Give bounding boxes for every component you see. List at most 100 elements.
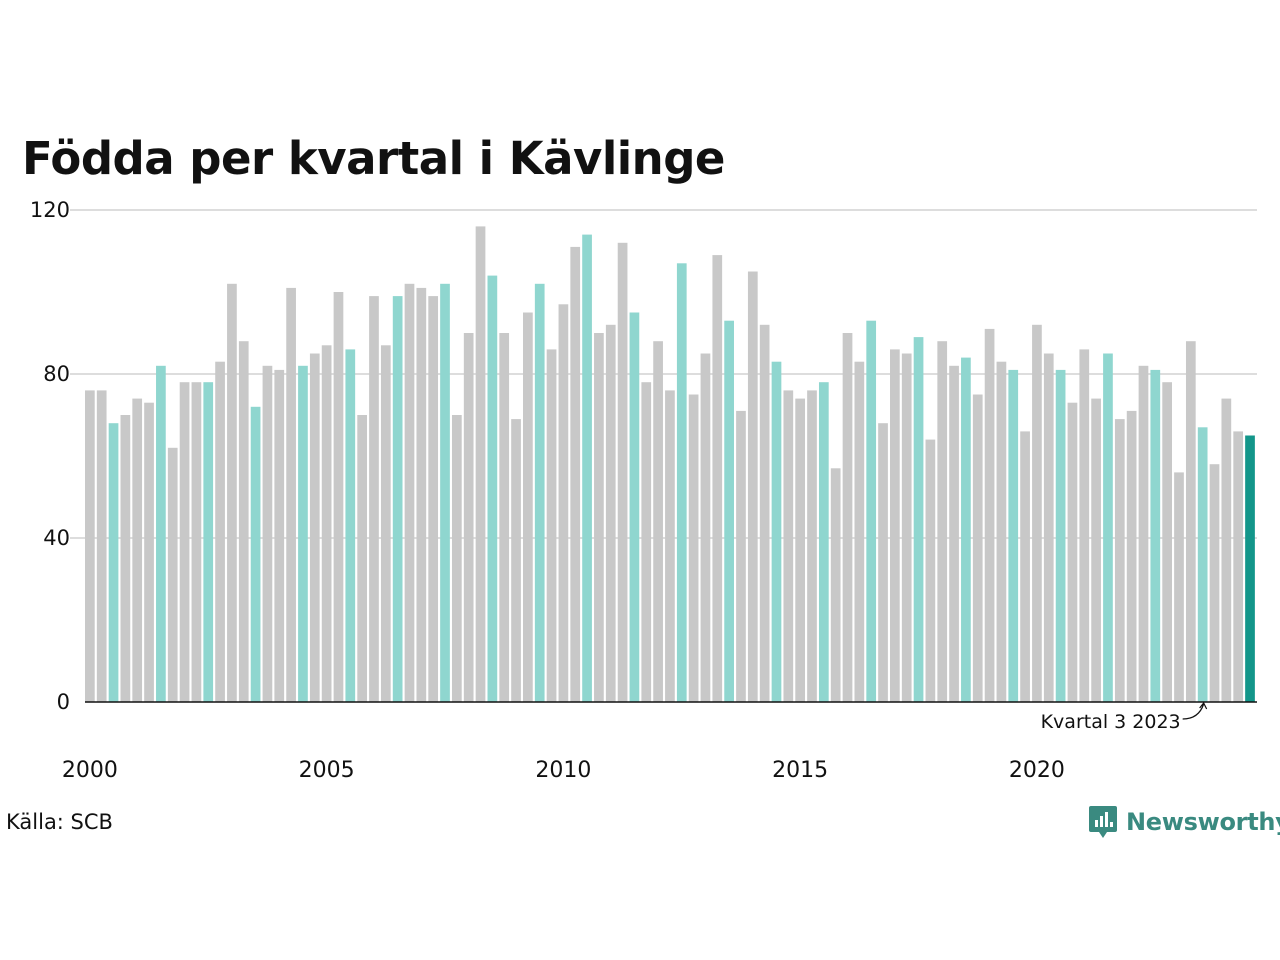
bar-2023-q4: [1209, 464, 1220, 702]
bar-2013-q3: [724, 320, 734, 702]
bar-2002-q2: [191, 382, 202, 702]
bar-2002-q3: [203, 382, 214, 702]
bar-2005-q1: [321, 345, 332, 702]
bar-2005-q4: [357, 415, 367, 702]
bar-2003-q2: [238, 341, 249, 702]
brand-logo: Newsworthy: [1088, 804, 1280, 840]
bar-2017-q4: [925, 439, 936, 702]
bar-2008-q4: [499, 333, 510, 702]
bar-2021-q2: [1091, 398, 1101, 702]
annotation-label: Kvartal 3 2023: [1041, 711, 1181, 733]
bar-2001-q3: [156, 365, 166, 702]
bar-2002-q4: [215, 361, 225, 702]
bar-2019-q2: [996, 361, 1007, 702]
bar-2007-q3: [440, 283, 450, 702]
bar-2003-q3: [250, 406, 261, 702]
bar-2022-q3: [1150, 369, 1161, 702]
bar-2010-q2: [570, 246, 581, 702]
bar-2011-q1: [605, 324, 616, 702]
bar-2023-q1: [1174, 472, 1184, 702]
bar-2002-q1: [179, 382, 190, 702]
bar-2024-q1: [1221, 398, 1232, 702]
bar-chart: 0 40 80 120 2000 2005 2010 2015 2020 Kvartal 3 …: [30, 198, 1257, 783]
bar-2011-q2: [617, 242, 628, 703]
bar-2004-q4: [309, 353, 320, 702]
bar-2000-q3: [108, 423, 119, 702]
bar-2011-q4: [641, 382, 652, 702]
brand-name: Newsworthy: [1126, 808, 1280, 836]
bar-2023-q2: [1185, 341, 1196, 702]
bar-2021-q3: [1103, 353, 1113, 702]
bar-2022-q1: [1126, 410, 1137, 702]
bar-2019-q3: [1008, 369, 1019, 702]
bar-2006-q4: [404, 283, 415, 702]
bar-2018-q2: [949, 365, 959, 702]
bar-2006-q3: [392, 296, 403, 702]
bar-2001-q1: [132, 398, 143, 702]
bar-2008-q2: [475, 226, 486, 702]
bar-2003-q1: [227, 283, 237, 702]
bar-2009-q1: [511, 419, 521, 702]
bar-2014-q4: [783, 390, 794, 702]
bar-2005-q3: [345, 349, 356, 702]
bar-2001-q4: [167, 447, 178, 702]
bar-2024-q3: [1245, 435, 1255, 702]
bar-2008-q1: [463, 333, 474, 702]
annotation-arrow: [1182, 701, 1208, 720]
bars: [85, 226, 1255, 703]
x-tick-label: 2020: [1009, 758, 1065, 783]
x-tick-label: 2015: [772, 758, 828, 783]
bar-2000-q2: [96, 390, 107, 702]
bar-2023-q3: [1197, 427, 1208, 702]
annotation-group: Kvartal 3 2023: [1041, 701, 1208, 733]
bar-2004-q1: [274, 369, 285, 702]
bar-2012-q2: [665, 390, 675, 702]
bar-2011-q3: [629, 312, 640, 702]
bar-2013-q2: [712, 255, 723, 702]
bar-2013-q4: [736, 410, 746, 702]
bar-2000-q4: [120, 415, 131, 702]
y-tick-label: 120: [30, 198, 70, 222]
bar-2010-q1: [558, 304, 569, 702]
bar-2007-q2: [428, 296, 439, 702]
bar-2017-q1: [890, 349, 900, 702]
bar-2004-q3: [298, 365, 308, 702]
bar-2015-q3: [818, 382, 829, 702]
bar-2012-q3: [676, 263, 687, 702]
bar-2019-q1: [984, 328, 995, 702]
bar-2020-q3: [1055, 369, 1066, 702]
bar-2005-q2: [333, 292, 344, 702]
bar-2007-q4: [451, 415, 462, 702]
bar-2017-q2: [901, 353, 912, 702]
bar-2015-q1: [795, 398, 806, 702]
bar-2016-q1: [842, 333, 853, 702]
bar-2014-q2: [759, 324, 770, 702]
bar-2022-q2: [1138, 365, 1149, 702]
y-axis-ticks: 0 40 80 120: [30, 198, 70, 714]
bar-2020-q2: [1043, 353, 1054, 702]
bar-2006-q2: [380, 345, 391, 702]
y-tick-label: 80: [43, 362, 70, 386]
source-note: Källa: SCB: [6, 810, 113, 834]
bar-2014-q3: [771, 361, 782, 702]
bar-2018-q4: [972, 394, 983, 702]
bar-2017-q3: [913, 337, 924, 702]
x-tick-label: 2010: [535, 758, 591, 783]
bar-2010-q4: [594, 333, 604, 702]
bar-2018-q3: [961, 357, 971, 702]
bar-2008-q3: [487, 275, 498, 702]
x-tick-label: 2000: [62, 758, 118, 783]
bar-2016-q2: [854, 361, 865, 702]
bar-2004-q2: [286, 287, 296, 702]
bar-2006-q1: [369, 296, 379, 702]
x-tick-label: 2005: [299, 758, 355, 783]
bar-2024-q2: [1233, 431, 1244, 702]
bar-2018-q1: [937, 341, 948, 702]
bar-2016-q4: [878, 423, 888, 702]
bar-2019-q4: [1020, 431, 1030, 702]
bar-2003-q4: [262, 365, 273, 702]
bar-2016-q3: [866, 320, 877, 702]
bar-2009-q4: [546, 349, 557, 702]
bar-2009-q2: [523, 312, 533, 702]
bar-2021-q1: [1079, 349, 1090, 702]
